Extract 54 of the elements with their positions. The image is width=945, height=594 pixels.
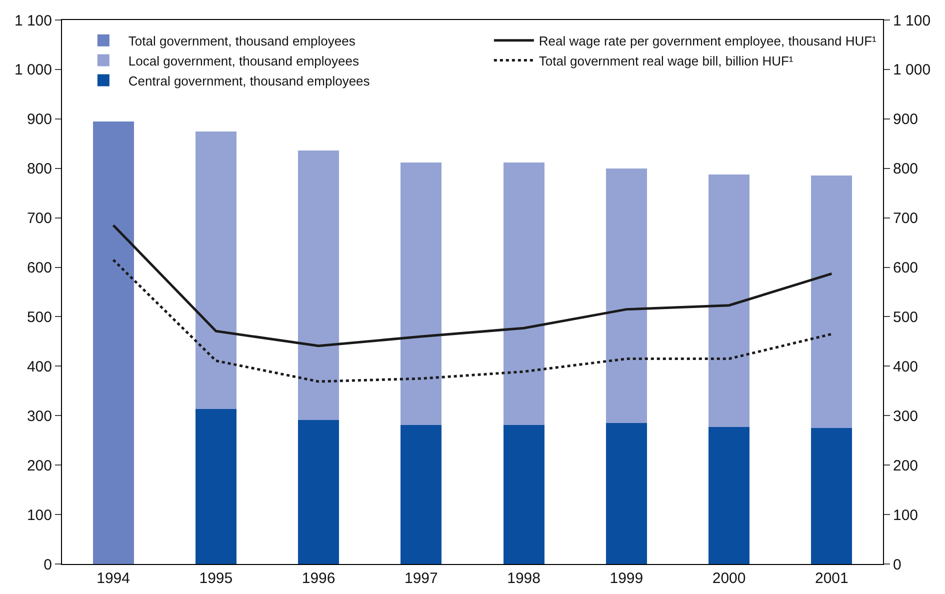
- bar: [400, 425, 442, 564]
- y2-tick-label: 500: [893, 308, 918, 326]
- bar: [195, 409, 236, 564]
- y-tick-label: 300: [26, 408, 52, 425]
- y-tick-label: 700: [26, 210, 52, 228]
- y2-tick-label: 700: [893, 210, 918, 228]
- bar: [400, 162, 442, 426]
- bar: [606, 168, 647, 424]
- y-tick-label: 500: [26, 308, 52, 326]
- bar: [298, 420, 340, 564]
- bar: [503, 162, 544, 426]
- y-tick-label: 900: [26, 111, 52, 128]
- y-tick-label: 200: [26, 457, 52, 474]
- x-tick-label: 1998: [507, 570, 540, 587]
- y2-tick-label: 900: [893, 111, 918, 128]
- bar: [606, 423, 647, 564]
- y-tick-label: 800: [26, 160, 52, 178]
- y2-tick-label: 600: [893, 260, 918, 277]
- bar: [811, 175, 852, 428]
- legend-label: Central government, thousand employees: [128, 73, 370, 88]
- y2-tick-label: 0: [893, 556, 902, 574]
- bar: [298, 150, 340, 420]
- legend-label: Total government real wage bill, billion HUF¹: [538, 53, 794, 68]
- y2-tick-label: 200: [893, 457, 918, 474]
- y2-tick-label: 1 000: [893, 62, 931, 79]
- y2-tick-label: 800: [893, 160, 918, 178]
- y-tick-label: 600: [26, 260, 52, 277]
- x-tick-label: 1995: [199, 570, 233, 587]
- y-tick-label: 1 100: [14, 12, 52, 30]
- y-tick-label: 100: [26, 506, 52, 524]
- y2-tick-label: 400: [893, 358, 918, 376]
- legend-label: Real wage rate per government employee, thousand HUF¹: [538, 33, 878, 48]
- y-tick-label: 400: [26, 358, 52, 376]
- bar: [811, 428, 852, 564]
- bar: [92, 121, 134, 564]
- y2-tick-label: 300: [893, 408, 918, 425]
- bar: [195, 131, 236, 410]
- x-tick-label: 2000: [712, 570, 746, 587]
- line-series: [112, 224, 833, 348]
- bar: [708, 427, 750, 564]
- legend-label: Total government, thousand employees: [128, 33, 356, 48]
- bar: [708, 174, 750, 428]
- y-tick-label: 0: [44, 556, 52, 574]
- x-tick-label: 2001: [815, 570, 848, 587]
- legend-label: Local government, thousand employees: [128, 53, 360, 68]
- y2-tick-label: 1 100: [893, 12, 931, 30]
- line-series: [112, 258, 833, 383]
- y-tick-label: 1 000: [14, 62, 52, 79]
- x-tick-label: 1997: [404, 570, 438, 587]
- x-tick-label: 1999: [610, 570, 644, 587]
- x-tick-label: 1996: [302, 570, 336, 587]
- x-tick-label: 1994: [96, 570, 130, 587]
- y2-tick-label: 100: [893, 506, 918, 524]
- bar: [503, 425, 544, 564]
